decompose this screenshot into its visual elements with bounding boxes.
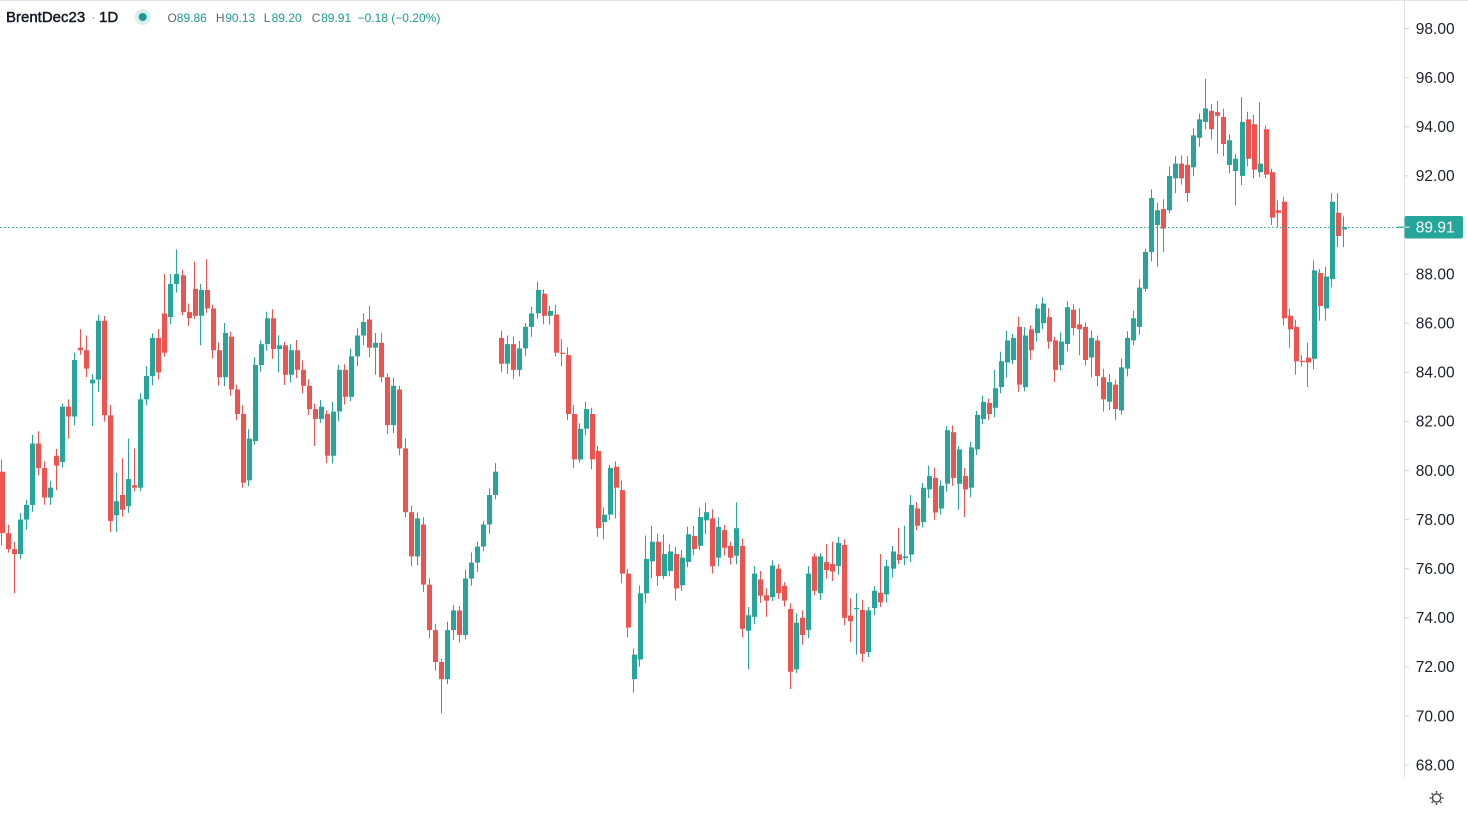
svg-text:98.00: 98.00 xyxy=(1416,21,1455,38)
svg-text:C: C xyxy=(312,11,321,25)
svg-text:68.00: 68.00 xyxy=(1416,757,1455,774)
svg-text:82.00: 82.00 xyxy=(1416,414,1455,431)
svg-text:92.00: 92.00 xyxy=(1416,168,1455,185)
svg-text:L: L xyxy=(264,11,271,25)
svg-text:90.13: 90.13 xyxy=(225,11,255,25)
svg-text:76.00: 76.00 xyxy=(1416,561,1455,578)
svg-text:−0.18 (−0.20%): −0.18 (−0.20%) xyxy=(358,11,441,25)
svg-text:BrentDec23: BrentDec23 xyxy=(6,9,85,26)
svg-text:89.86: 89.86 xyxy=(177,11,207,25)
svg-text:89.20: 89.20 xyxy=(272,11,302,25)
svg-text:·: · xyxy=(91,9,96,25)
svg-text:84.00: 84.00 xyxy=(1416,365,1455,382)
svg-text:70.00: 70.00 xyxy=(1416,708,1455,725)
svg-text:86.00: 86.00 xyxy=(1416,316,1455,333)
svg-text:72.00: 72.00 xyxy=(1416,659,1455,676)
svg-text:80.00: 80.00 xyxy=(1416,463,1455,480)
svg-text:89.91: 89.91 xyxy=(1416,220,1455,237)
svg-text:1D: 1D xyxy=(99,9,118,26)
svg-text:94.00: 94.00 xyxy=(1416,119,1455,136)
svg-text:96.00: 96.00 xyxy=(1416,70,1455,87)
svg-text:78.00: 78.00 xyxy=(1416,512,1455,529)
svg-text:H: H xyxy=(216,11,225,25)
svg-text:89.91: 89.91 xyxy=(321,11,351,25)
svg-text:74.00: 74.00 xyxy=(1416,610,1455,627)
svg-text:88.00: 88.00 xyxy=(1416,266,1455,283)
svg-text:O: O xyxy=(168,11,177,25)
